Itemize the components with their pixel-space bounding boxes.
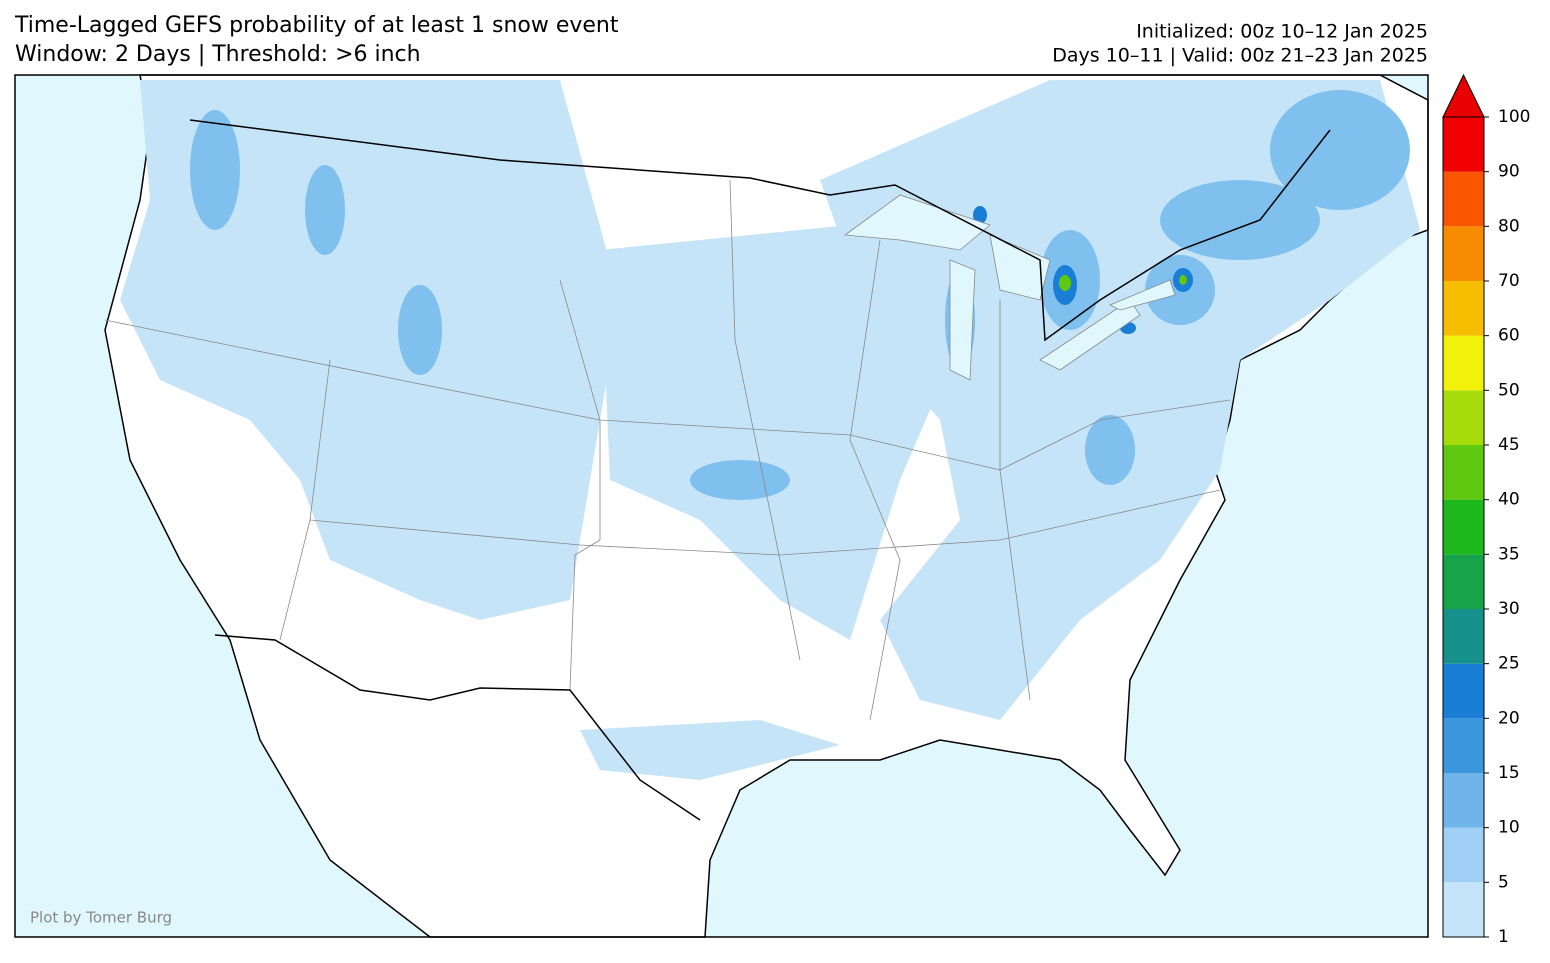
colorbar-label: 10 — [1498, 818, 1520, 838]
colorbar-label: 50 — [1498, 380, 1520, 400]
colorbar-label: 1 — [1498, 927, 1509, 947]
colorbar-segment — [1443, 827, 1484, 883]
colorbar-frame — [1442, 116, 1485, 938]
state-lines — [104, 179, 1231, 721]
great-lakes — [843, 194, 1176, 381]
valid-time: Days 10–11 | Valid: 00z 21–23 Jan 2025 — [1052, 45, 1428, 67]
colorbar-label: 20 — [1498, 708, 1520, 728]
colorbar-label: 35 — [1498, 544, 1520, 564]
colorbar-segment — [1443, 390, 1484, 445]
colorbar-label: 80 — [1498, 216, 1520, 236]
border — [189, 119, 1331, 342]
colorbar-label: 15 — [1498, 763, 1520, 783]
map: Plot by Tomer Burg — [15, 74, 1429, 938]
colorbar-label: 90 — [1498, 162, 1520, 182]
colorbar-segment — [1443, 226, 1484, 281]
colorbar-label: 45 — [1498, 435, 1520, 455]
colorbar-label: 70 — [1498, 271, 1520, 291]
title: Time-Lagged GEFS probability of at least… — [14, 13, 619, 38]
border — [214, 634, 701, 821]
colorbar-segment — [1443, 718, 1484, 773]
map-frame — [14, 74, 1429, 938]
colorbar-label: 40 — [1498, 490, 1520, 510]
init-time: Initialized: 00z 10–12 Jan 2025 — [1136, 21, 1428, 43]
prob-mid — [190, 90, 1410, 500]
subtitle: Window: 2 Days | Threshold: >6 inch — [15, 42, 421, 67]
colorbar-segment — [1443, 171, 1484, 227]
colorbar-label: 30 — [1498, 599, 1520, 619]
colorbar-label: 25 — [1498, 654, 1520, 674]
colorbar-segment — [1443, 335, 1484, 391]
colorbar-label: 5 — [1498, 872, 1509, 892]
colorbar-segment — [1443, 554, 1484, 609]
colorbar-segment — [1443, 117, 1484, 172]
colorbar-label: 60 — [1498, 326, 1520, 346]
colorbar-segment — [1443, 882, 1484, 937]
colorbar-extend — [1442, 73, 1485, 118]
credit: Plot by Tomer Burg — [30, 909, 172, 927]
colorbar-segment — [1443, 281, 1484, 336]
colorbar-label: 100 — [1498, 107, 1530, 127]
colorbar-segment — [1443, 445, 1484, 500]
colorbar-segment — [1443, 773, 1484, 828]
colorbar-segment — [1443, 609, 1484, 664]
colorbar-segment — [1443, 663, 1484, 719]
colorbar-segment — [1443, 499, 1484, 555]
